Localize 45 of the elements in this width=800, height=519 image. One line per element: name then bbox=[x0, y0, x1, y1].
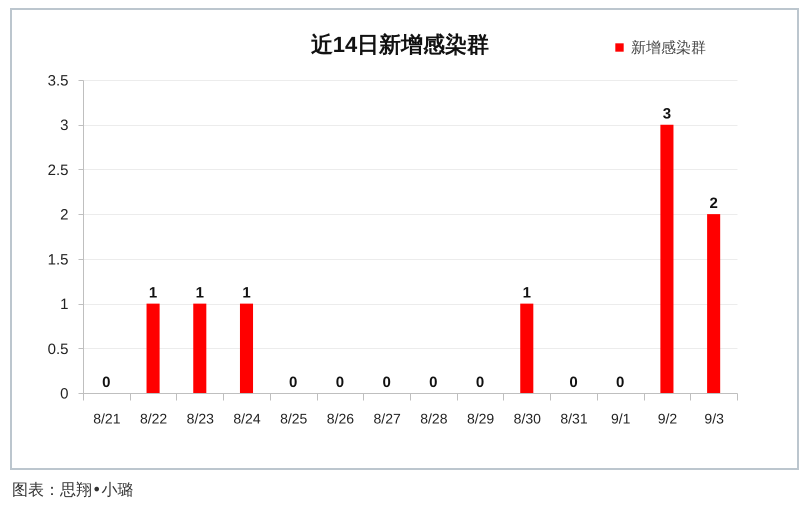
bar bbox=[240, 304, 254, 393]
data-label: 0 bbox=[289, 374, 298, 391]
data-label: 2 bbox=[709, 195, 718, 212]
x-tick-label: 8/26 bbox=[326, 410, 354, 426]
legend-label: 新增感染群 bbox=[631, 38, 706, 56]
bar bbox=[707, 214, 720, 393]
data-label: 1 bbox=[522, 284, 531, 302]
x-tick-label: 8/27 bbox=[374, 410, 401, 426]
data-label: 0 bbox=[336, 374, 344, 391]
y-tick-label: 3.5 bbox=[48, 72, 68, 90]
x-tick-label: 8/28 bbox=[420, 410, 448, 426]
x-tick-label: 8/31 bbox=[560, 410, 588, 426]
y-tick-label: 1 bbox=[60, 296, 68, 314]
y-tick-label: 2.5 bbox=[48, 162, 68, 179]
x-tick-label: 8/25 bbox=[280, 410, 308, 426]
x-tick-label: 8/23 bbox=[186, 410, 214, 426]
x-tick-label: 8/30 bbox=[514, 410, 542, 426]
x-tick-label: 9/2 bbox=[658, 410, 678, 426]
data-label: 1 bbox=[242, 284, 251, 302]
x-tick-label: 8/22 bbox=[140, 410, 168, 426]
y-tick-label: 0.5 bbox=[48, 340, 68, 358]
x-tick-label: 8/29 bbox=[466, 410, 494, 426]
x-tick-label: 8/24 bbox=[233, 410, 261, 426]
data-label: 0 bbox=[616, 374, 624, 391]
y-tick-label: 0 bbox=[60, 386, 68, 402]
data-label: 1 bbox=[196, 284, 204, 302]
x-tick-label: 9/1 bbox=[610, 410, 631, 426]
bar bbox=[193, 304, 206, 393]
x-tick-label: 8/21 bbox=[93, 410, 121, 426]
bar bbox=[520, 304, 534, 393]
y-tick-label: 1.5 bbox=[48, 251, 68, 268]
text: 图表：思翔•小璐 bbox=[12, 480, 134, 501]
data-label: 3 bbox=[662, 106, 672, 123]
x-tick-label: 9/3 bbox=[704, 410, 724, 426]
bar bbox=[146, 304, 160, 393]
data-label: 0 bbox=[569, 374, 578, 391]
data-label: 0 bbox=[382, 374, 391, 391]
chart-title: 近14日新增感染群 bbox=[310, 31, 490, 59]
data-label: 0 bbox=[429, 374, 438, 391]
y-tick-label: 3 bbox=[60, 117, 68, 134]
y-tick-label: 2 bbox=[60, 206, 68, 224]
data-label: 0 bbox=[476, 374, 484, 391]
data-label: 0 bbox=[102, 374, 111, 391]
bar bbox=[660, 124, 674, 393]
data-label: 1 bbox=[148, 284, 158, 302]
